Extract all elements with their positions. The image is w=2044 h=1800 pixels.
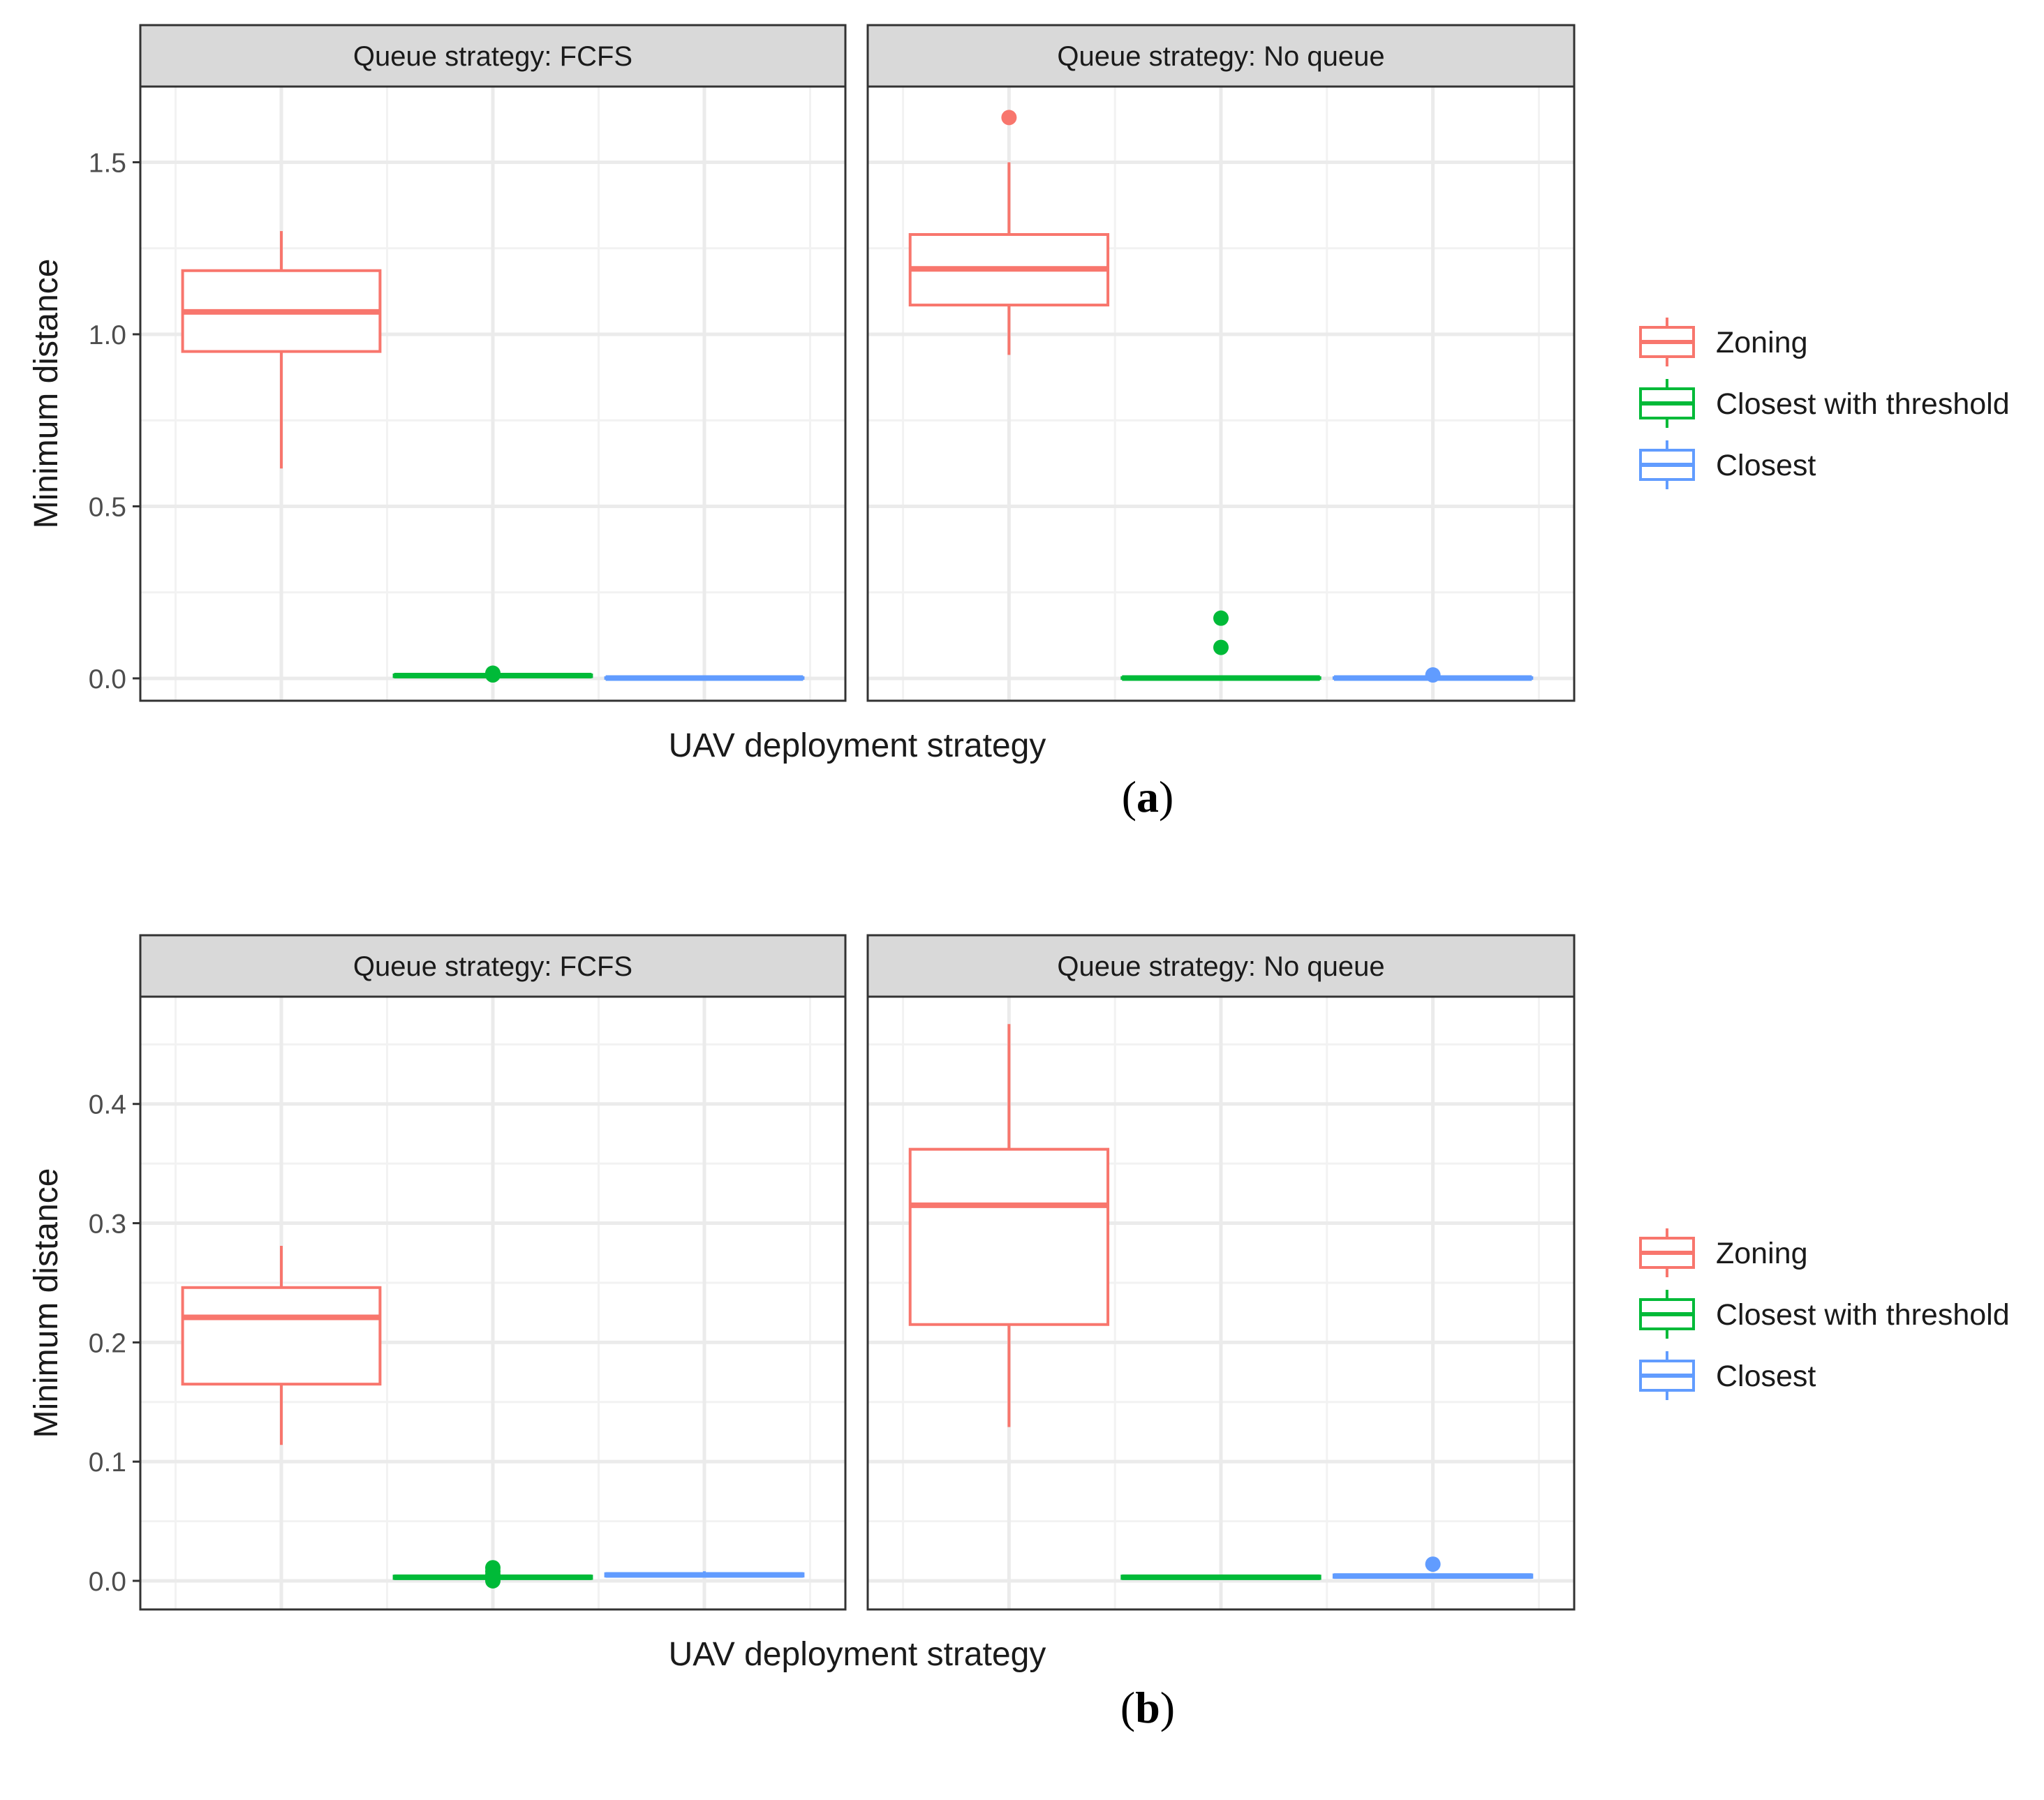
facet-title: Queue strategy: No queue xyxy=(1057,951,1384,982)
outlier-point xyxy=(1425,667,1441,683)
box-closest-with-threshold xyxy=(392,1560,593,1589)
facet-panel: Queue strategy: FCFS xyxy=(139,934,847,1611)
box-closest-with-threshold xyxy=(1120,1574,1321,1580)
box-closest xyxy=(604,675,805,681)
y-axis-label: Minimum distance xyxy=(28,1168,65,1438)
x-axis-label: UAV deployment strategy xyxy=(669,1636,1046,1673)
panel-border xyxy=(866,995,1576,1611)
box-closest xyxy=(604,1571,805,1578)
panel-caption-letter: b xyxy=(1135,1683,1160,1732)
legend-label: Closest with threshold xyxy=(1716,1298,2010,1332)
y-tick-label: 0.4 xyxy=(89,1090,126,1120)
legend-item: Zoning xyxy=(1639,318,1807,366)
box-zoning xyxy=(908,110,1110,355)
box-closest xyxy=(1332,667,1534,683)
facet-panel: Queue strategy: FCFS xyxy=(139,24,847,702)
box-zoning xyxy=(908,1024,1110,1427)
legend-label: Closest with threshold xyxy=(1716,387,2010,421)
facet-title: Queue strategy: FCFS xyxy=(353,951,632,982)
legend-label: Zoning xyxy=(1716,1237,1807,1270)
outlier-point xyxy=(1425,1556,1441,1572)
panel-caption: (b) xyxy=(1120,1683,1175,1732)
outlier-point xyxy=(485,1573,501,1589)
panel-border xyxy=(866,85,1576,702)
facet-strip xyxy=(139,24,847,88)
facet-strip xyxy=(866,934,1576,998)
box-closest-with-threshold xyxy=(392,665,593,683)
outlier-point xyxy=(1213,610,1229,626)
legend-label: Closest xyxy=(1716,1360,1816,1393)
y-tick-label: 1.5 xyxy=(89,148,126,178)
y-tick-label: 0.2 xyxy=(89,1328,126,1358)
facet-panel: Queue strategy: No queue xyxy=(866,24,1576,702)
box-body xyxy=(181,1286,382,1386)
legend: Zoning Closest with threshold Closest xyxy=(1639,318,2010,489)
legend-item: Zoning xyxy=(1639,1228,1807,1277)
legend-item: Closest with threshold xyxy=(1639,1290,2010,1339)
legend-item: Closest xyxy=(1639,440,1816,489)
outlier-point xyxy=(485,667,501,683)
facet-title: Queue strategy: FCFS xyxy=(353,41,632,72)
legend-label: Zoning xyxy=(1716,326,1807,359)
outlier-point xyxy=(1001,110,1017,126)
panel-border xyxy=(139,85,847,702)
legend-item: Closest with threshold xyxy=(1639,379,2010,428)
x-axis-label: UAV deployment strategy xyxy=(669,727,1046,764)
box-closest xyxy=(1332,1556,1534,1579)
y-tick-label: 0.5 xyxy=(89,492,126,522)
y-tick-label: 0.1 xyxy=(89,1448,126,1478)
facet-title: Queue strategy: No queue xyxy=(1057,41,1384,72)
chart-a: Queue strategy: FCFS Queue strategy: No q… xyxy=(28,24,2010,821)
facet-strip xyxy=(139,934,847,998)
legend-label: Closest xyxy=(1716,449,1816,482)
panel-caption: (a) xyxy=(1122,772,1174,821)
y-axis-label: Minimum distance xyxy=(28,259,65,529)
box-body xyxy=(908,1147,1110,1326)
facet-strip xyxy=(866,24,1576,88)
y-tick-label: 0.0 xyxy=(89,664,126,694)
panel-border xyxy=(139,995,847,1611)
y-tick-label: 1.0 xyxy=(89,320,126,350)
box-zoning xyxy=(181,231,382,469)
facet-panel: Queue strategy: No queue xyxy=(866,934,1576,1611)
legend: Zoning Closest with threshold Closest xyxy=(1639,1228,2010,1400)
box-zoning xyxy=(181,1246,382,1445)
box-closest-with-threshold xyxy=(1120,610,1321,681)
panel-caption-letter: a xyxy=(1136,772,1159,821)
outlier-point xyxy=(1213,639,1229,655)
legend-item: Closest xyxy=(1639,1351,1816,1400)
y-tick-label: 0.0 xyxy=(89,1567,126,1597)
chart-b: Queue strategy: FCFS Queue strategy: No q… xyxy=(28,934,2010,1732)
y-tick-label: 0.3 xyxy=(89,1210,126,1240)
